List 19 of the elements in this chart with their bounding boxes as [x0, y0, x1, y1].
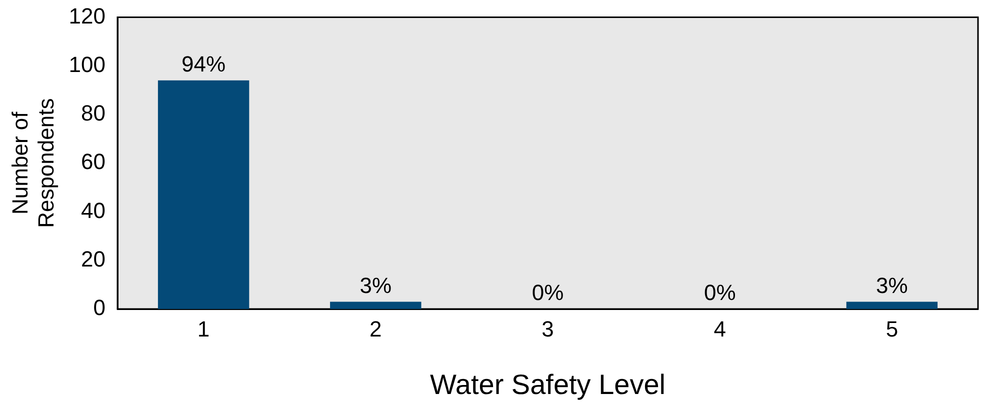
- y-tick-label: 40: [81, 198, 106, 223]
- y-tick-label: 0: [93, 295, 106, 320]
- x-tick-label: 2: [370, 316, 382, 342]
- y-axis-title: Number of Respondents: [7, 98, 59, 228]
- y-tick-label: 60: [81, 149, 106, 174]
- data-label: 94%: [182, 51, 226, 76]
- data-label: 0%: [532, 280, 564, 306]
- x-tick-label: 1: [197, 316, 210, 342]
- y-tick-label: 20: [81, 246, 106, 272]
- data-label: 3%: [876, 272, 908, 298]
- x-tick-label: 5: [886, 316, 898, 342]
- y-tick-label: 120: [68, 3, 106, 28]
- x-tick-label: 4: [714, 316, 726, 342]
- data-label: 3%: [360, 272, 392, 298]
- y-tick-label: 100: [68, 52, 106, 77]
- data-label: 0%: [704, 280, 736, 306]
- y-tick-label: 80: [81, 100, 106, 126]
- x-axis-title: Water Safety Level: [430, 368, 666, 400]
- x-tick-label: 3: [542, 316, 554, 342]
